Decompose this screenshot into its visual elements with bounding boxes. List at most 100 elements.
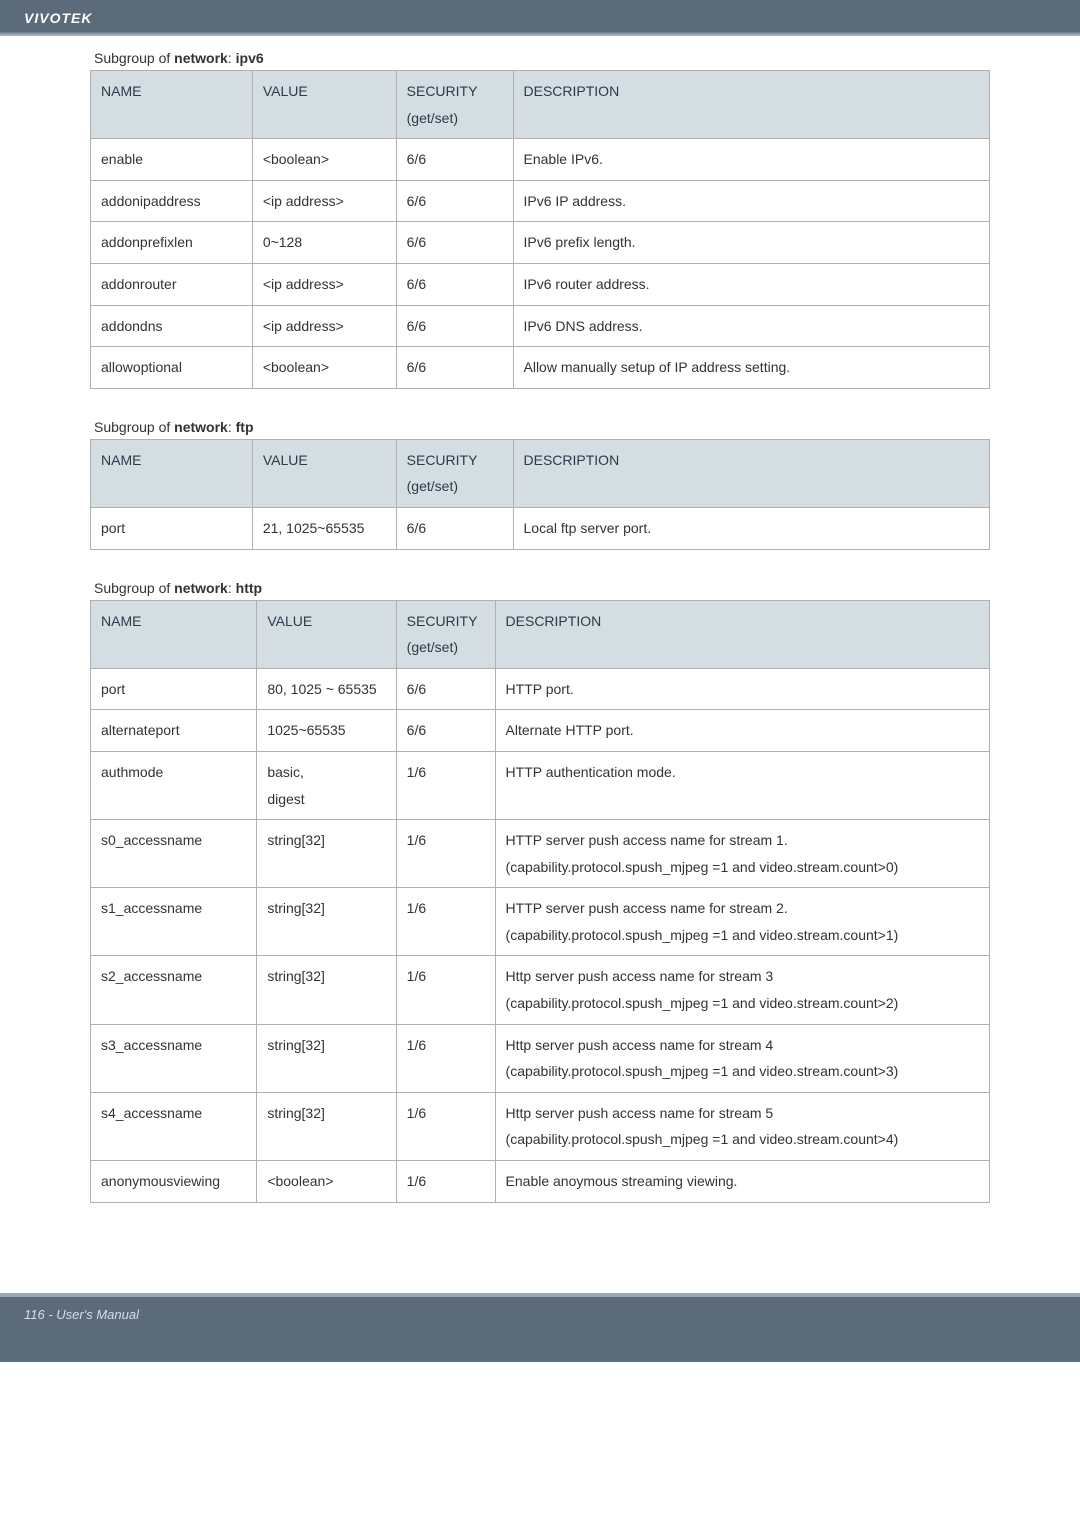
table-cell: 6/6 bbox=[396, 507, 513, 549]
table-cell: basic,digest bbox=[257, 751, 396, 819]
table-cell: string[32] bbox=[257, 888, 396, 956]
table-cell: Http server push access name for stream … bbox=[495, 956, 989, 1024]
table-cell: 1025~65535 bbox=[257, 710, 396, 752]
subgroup-label: Subgroup of bbox=[94, 580, 174, 596]
table-cell: 6/6 bbox=[396, 263, 513, 305]
table-cell: HTTP port. bbox=[495, 668, 989, 710]
table-cell: IPv6 IP address. bbox=[513, 180, 990, 222]
table-cell: s2_accessname bbox=[91, 956, 257, 1024]
page-footer: 116 - User's Manual bbox=[0, 1293, 1080, 1362]
table-cell: IPv6 DNS address. bbox=[513, 305, 990, 347]
col-name: NAME bbox=[91, 439, 253, 507]
col-name: NAME bbox=[91, 71, 253, 139]
table-row: s4_accessnamestring[32]1/6Http server pu… bbox=[91, 1092, 990, 1160]
col-value: VALUE bbox=[252, 71, 396, 139]
table-cell: Http server push access name for stream … bbox=[495, 1024, 989, 1092]
table-cell: addonrouter bbox=[91, 263, 253, 305]
table-cell: <boolean> bbox=[252, 139, 396, 181]
col-value: VALUE bbox=[252, 439, 396, 507]
table-cell: s1_accessname bbox=[91, 888, 257, 956]
col-name: NAME bbox=[91, 600, 257, 668]
col-security: SECURITY(get/set) bbox=[396, 600, 495, 668]
table-cell: 21, 1025~65535 bbox=[252, 507, 396, 549]
col-value: VALUE bbox=[257, 600, 396, 668]
table-cell: 80, 1025 ~ 65535 bbox=[257, 668, 396, 710]
table-row: addonrouter<ip address>6/6IPv6 router ad… bbox=[91, 263, 990, 305]
table-cell: Allow manually setup of IP address setti… bbox=[513, 347, 990, 389]
subgroup-label: Subgroup of bbox=[94, 50, 174, 66]
table-row: allowoptional<boolean>6/6Allow manually … bbox=[91, 347, 990, 389]
table-cell: port bbox=[91, 668, 257, 710]
table-cell: 6/6 bbox=[396, 710, 495, 752]
table-cell: <boolean> bbox=[257, 1161, 396, 1203]
table-row: anonymousviewing<boolean>1/6Enable anoym… bbox=[91, 1161, 990, 1203]
table-cell: 1/6 bbox=[396, 751, 495, 819]
table-cell: Enable IPv6. bbox=[513, 139, 990, 181]
table-cell: s3_accessname bbox=[91, 1024, 257, 1092]
table-cell: string[32] bbox=[257, 956, 396, 1024]
subgroup-sub: ftp bbox=[236, 419, 254, 435]
subgroup-group: network bbox=[174, 50, 228, 66]
table-cell: HTTP authentication mode. bbox=[495, 751, 989, 819]
table-cell: Enable anoymous streaming viewing. bbox=[495, 1161, 989, 1203]
table-cell: addondns bbox=[91, 305, 253, 347]
table-cell: 1/6 bbox=[396, 820, 495, 888]
table-header-row: NAME VALUE SECURITY(get/set) DESCRIPTION bbox=[91, 600, 990, 668]
col-description: DESCRIPTION bbox=[513, 439, 990, 507]
table-row: addonipaddress<ip address>6/6IPv6 IP add… bbox=[91, 180, 990, 222]
table-cell: IPv6 prefix length. bbox=[513, 222, 990, 264]
subgroup-label: Subgroup of bbox=[94, 419, 174, 435]
subgroup-title-http: Subgroup of network: http bbox=[94, 580, 990, 596]
table-cell: <ip address> bbox=[252, 180, 396, 222]
table-cell: 1/6 bbox=[396, 888, 495, 956]
subgroup-sep: : bbox=[228, 419, 236, 435]
table-row: s3_accessnamestring[32]1/6Http server pu… bbox=[91, 1024, 990, 1092]
table-cell: string[32] bbox=[257, 820, 396, 888]
table-ftp: NAME VALUE SECURITY(get/set) DESCRIPTION… bbox=[90, 439, 990, 550]
table-cell: 6/6 bbox=[396, 180, 513, 222]
table-cell: Local ftp server port. bbox=[513, 507, 990, 549]
table-cell: HTTP server push access name for stream … bbox=[495, 888, 989, 956]
subgroup-sub: ipv6 bbox=[236, 50, 264, 66]
subgroup-sub: http bbox=[236, 580, 262, 596]
page-header: VIVOTEK bbox=[0, 0, 1080, 32]
table-row: port80, 1025 ~ 655356/6HTTP port. bbox=[91, 668, 990, 710]
table-header-row: NAME VALUE SECURITY(get/set) DESCRIPTION bbox=[91, 439, 990, 507]
table-row: enable<boolean>6/6Enable IPv6. bbox=[91, 139, 990, 181]
footer-text: 116 - User's Manual bbox=[24, 1307, 139, 1322]
table-http: NAME VALUE SECURITY(get/set) DESCRIPTION… bbox=[90, 600, 990, 1203]
table-cell: alternateport bbox=[91, 710, 257, 752]
table-cell: allowoptional bbox=[91, 347, 253, 389]
subgroup-sep: : bbox=[228, 50, 236, 66]
table-cell: string[32] bbox=[257, 1024, 396, 1092]
table-cell: 6/6 bbox=[396, 305, 513, 347]
table-cell: enable bbox=[91, 139, 253, 181]
table-cell: <ip address> bbox=[252, 263, 396, 305]
table-cell: 6/6 bbox=[396, 222, 513, 264]
subgroup-title-ipv6: Subgroup of network: ipv6 bbox=[94, 50, 990, 66]
table-cell: 6/6 bbox=[396, 347, 513, 389]
col-description: DESCRIPTION bbox=[513, 71, 990, 139]
subgroup-group: network bbox=[174, 419, 228, 435]
table-ipv6: NAME VALUE SECURITY(get/set) DESCRIPTION… bbox=[90, 70, 990, 389]
table-row: s2_accessnamestring[32]1/6Http server pu… bbox=[91, 956, 990, 1024]
col-security: SECURITY(get/set) bbox=[396, 71, 513, 139]
table-cell: IPv6 router address. bbox=[513, 263, 990, 305]
table-cell: 1/6 bbox=[396, 1161, 495, 1203]
table-cell: 1/6 bbox=[396, 1092, 495, 1160]
table-cell: s4_accessname bbox=[91, 1092, 257, 1160]
table-cell: addonprefixlen bbox=[91, 222, 253, 264]
table-cell: s0_accessname bbox=[91, 820, 257, 888]
page-content: Subgroup of network: ipv6 NAME VALUE SEC… bbox=[0, 50, 1080, 1293]
table-cell: addonipaddress bbox=[91, 180, 253, 222]
table-header-row: NAME VALUE SECURITY(get/set) DESCRIPTION bbox=[91, 71, 990, 139]
table-cell: authmode bbox=[91, 751, 257, 819]
table-cell: Http server push access name for stream … bbox=[495, 1092, 989, 1160]
table-row: alternateport1025~655356/6Alternate HTTP… bbox=[91, 710, 990, 752]
table-cell: 1/6 bbox=[396, 1024, 495, 1092]
table-cell: HTTP server push access name for stream … bbox=[495, 820, 989, 888]
table-row: addonprefixlen0~1286/6IPv6 prefix length… bbox=[91, 222, 990, 264]
subgroup-title-ftp: Subgroup of network: ftp bbox=[94, 419, 990, 435]
header-divider bbox=[0, 32, 1080, 36]
table-cell: 6/6 bbox=[396, 668, 495, 710]
